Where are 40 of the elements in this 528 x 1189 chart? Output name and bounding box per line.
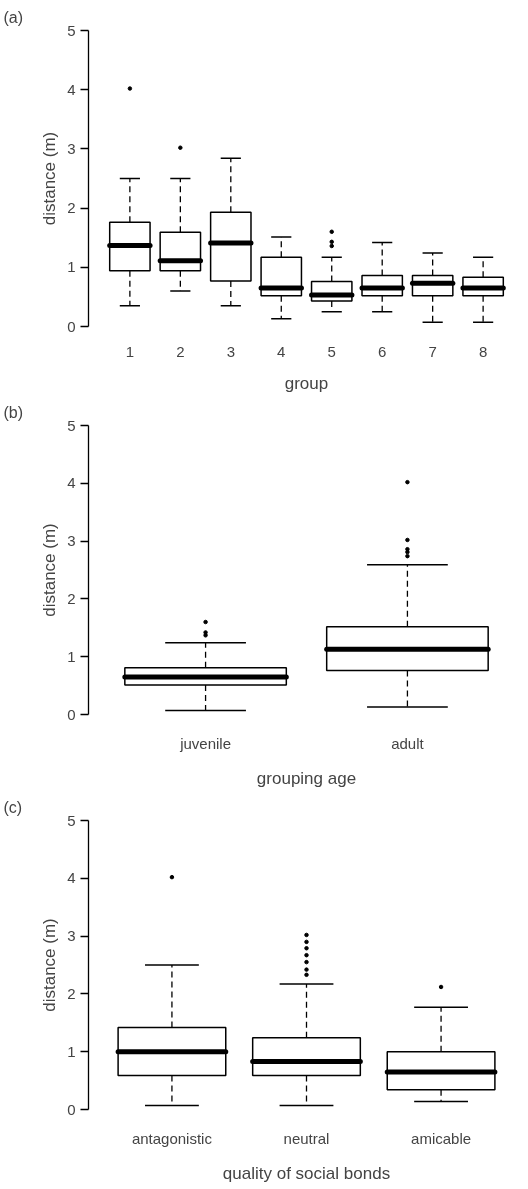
y-tick-label: 3 [67,532,76,550]
y-tick-label: 3 [67,139,76,157]
y-tick-label: 3 [67,927,76,945]
y-tick-label: 5 [67,21,76,39]
y-tick-label: 4 [67,869,76,887]
x-axis-title: group [284,373,329,393]
y-tick-label: 5 [67,416,76,434]
x-tick-label: juvenile [179,734,232,752]
x-tick-label: 8 [478,342,488,360]
x-axis-title: grouping age [256,768,357,788]
y-tick-label: 2 [67,984,76,1002]
x-tick-label: 1 [125,342,135,360]
x-tick-label: amicable [411,1129,472,1147]
x-tick-label: 3 [226,342,235,360]
y-tick-label: 4 [67,474,76,492]
y-tick-label: 1 [67,1042,76,1060]
chart-title: (c) [3,798,23,816]
y-tick-label: 1 [67,258,76,276]
y-tick-label: 0 [67,705,76,723]
x-tick-label: neutral [283,1129,330,1147]
y-tick-label: 2 [67,589,76,607]
x-tick-label: 7 [428,342,437,360]
y-tick-label: 2 [67,199,76,217]
y-axis-title: distance (m) [40,523,60,617]
y-axis-title: distance (m) [40,918,60,1012]
y-axis-title: distance (m) [40,131,60,226]
chart-title: (b) [3,403,24,421]
x-axis-title: quality of social bonds [222,1163,391,1183]
x-tick-label: adult [391,734,425,752]
y-tick-label: 5 [67,811,76,829]
x-tick-label: 4 [277,342,286,360]
x-tick-label: antagonistic [131,1129,213,1147]
y-tick-label: 0 [67,1100,76,1118]
y-tick-label: 1 [67,647,76,665]
x-tick-label: 6 [378,342,387,360]
y-tick-label: 4 [67,80,76,98]
x-tick-label: 2 [176,342,185,360]
y-tick-label: 0 [67,317,76,335]
x-tick-label: 5 [327,342,336,360]
chart-title: (a) [3,8,24,26]
